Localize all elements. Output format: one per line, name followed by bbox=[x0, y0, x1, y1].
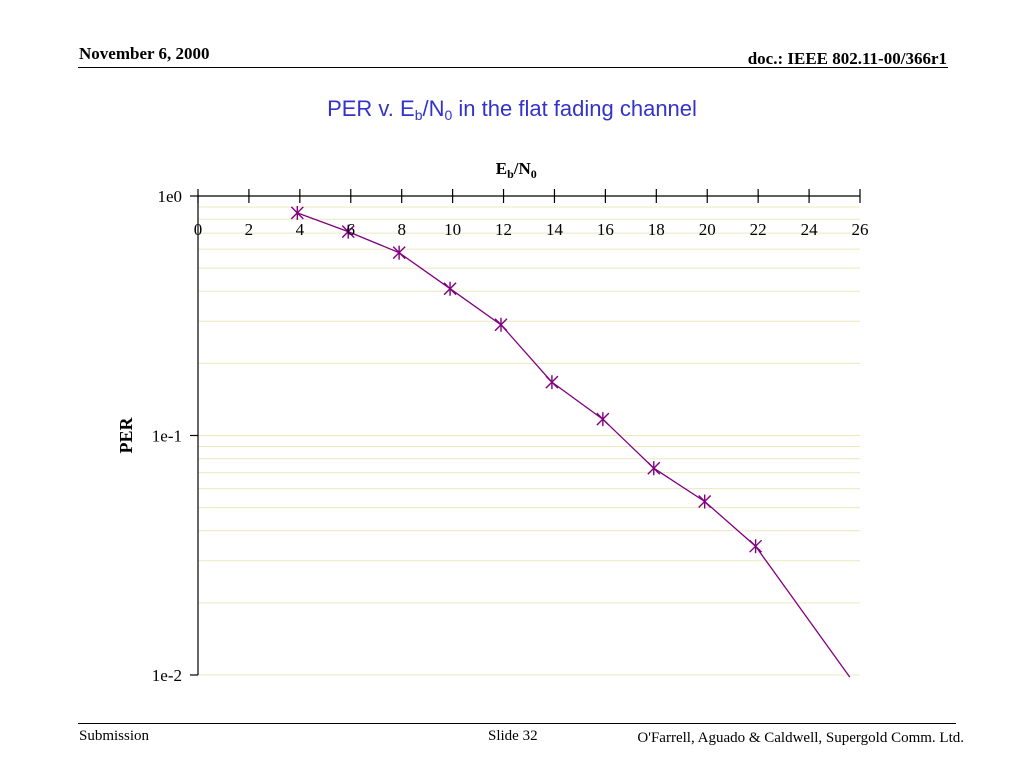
slide-title-mid: /N bbox=[422, 96, 445, 121]
data-point bbox=[698, 494, 712, 509]
x-axis-label: Eb/N0 bbox=[496, 159, 537, 181]
slide-title-prefix: PER v. E bbox=[327, 96, 415, 121]
y-tick-label: 1e-2 bbox=[152, 666, 182, 685]
series-line bbox=[297, 212, 851, 678]
data-point bbox=[749, 539, 763, 554]
data-point bbox=[494, 317, 508, 332]
x-tick-label: 6 bbox=[347, 220, 356, 239]
x-tick-label: 22 bbox=[750, 220, 767, 239]
series-layer bbox=[290, 205, 851, 678]
data-point bbox=[545, 375, 559, 390]
data-point bbox=[341, 224, 355, 239]
data-point bbox=[290, 205, 304, 220]
footer-slide-number: Slide 32 bbox=[488, 728, 538, 744]
y-axis-label: PER bbox=[116, 416, 136, 453]
header-rule bbox=[78, 67, 948, 68]
label-layer: 0 2 4 6 8 10 12 14 16 18 20 22 24 261e01e-11e-2Eb/N0P… bbox=[116, 159, 869, 685]
footer-authors: O'Farrell, Aguado & Caldwell, Supergold … bbox=[637, 730, 964, 746]
x-tick-label: 20 bbox=[699, 220, 716, 239]
data-point bbox=[392, 245, 406, 260]
x-axis-label-main: E bbox=[496, 159, 507, 178]
data-point bbox=[596, 412, 610, 427]
x-tick-label: 12 bbox=[495, 220, 512, 239]
x-tick-label: 2 bbox=[245, 220, 254, 239]
x-tick-label: 4 bbox=[296, 220, 305, 239]
header-date: November 6, 2000 bbox=[79, 44, 210, 63]
x-tick-label: 14 bbox=[546, 220, 564, 239]
x-tick-label: 26 bbox=[852, 220, 869, 239]
x-tick-label: 8 bbox=[397, 220, 406, 239]
data-point bbox=[647, 461, 661, 476]
x-tick-label: 16 bbox=[597, 220, 614, 239]
y-tick-label: 1e-1 bbox=[152, 427, 182, 446]
slide-title-sub2: 0 bbox=[444, 107, 453, 123]
grid-layer bbox=[198, 206, 860, 676]
x-axis-label-sub1: b bbox=[507, 167, 514, 181]
footer-submission: Submission bbox=[79, 728, 150, 744]
header-doc-id: doc.: IEEE 802.11-00/366r1 bbox=[747, 49, 947, 68]
slide-title: PER v. Eb/N0 in the flat fading channel bbox=[0, 96, 1024, 123]
x-tick-label: 0 bbox=[194, 220, 203, 239]
x-tick-label: 18 bbox=[648, 220, 665, 239]
slide-title-suffix: in the flat fading channel bbox=[452, 96, 697, 121]
x-tick-label: 24 bbox=[801, 220, 819, 239]
data-point bbox=[443, 281, 457, 296]
axis-layer bbox=[190, 189, 861, 676]
footer-rule bbox=[78, 723, 956, 724]
slide-title-sub1: b bbox=[414, 107, 423, 123]
y-tick-label: 1e0 bbox=[157, 187, 182, 206]
x-axis-label-sub2: 0 bbox=[531, 167, 537, 181]
x-tick-label: 10 bbox=[444, 220, 461, 239]
x-axis-label-mid: /N bbox=[513, 159, 532, 178]
